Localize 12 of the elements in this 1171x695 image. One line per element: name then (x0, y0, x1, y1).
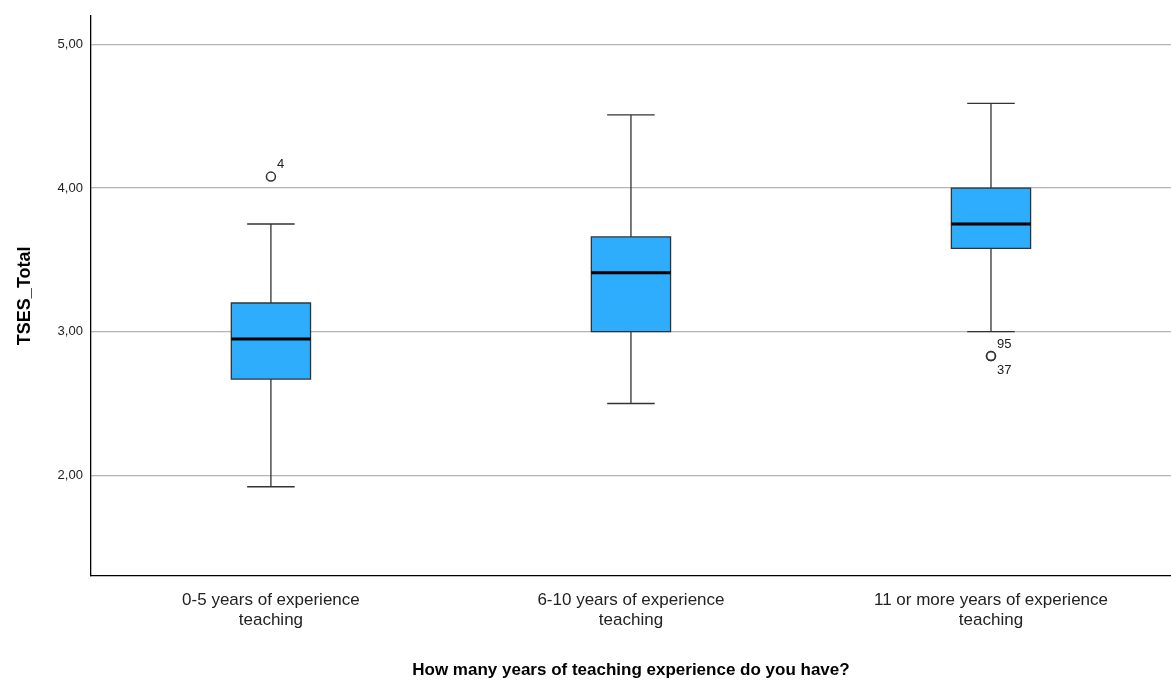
y-tick-label: 3,00 (57, 323, 83, 339)
x-tick-label: 6-10 years of experience teaching (537, 589, 725, 630)
x-tick-label: 11 or more years of experience teaching (873, 589, 1108, 630)
y-axis-title: TSES_Total (13, 246, 34, 346)
x-axis-title: How many years of teaching experience do you have? (412, 660, 850, 680)
x-tick-label: 0-5 years of experience teaching (182, 589, 360, 630)
y-tick-label: 5,00 (57, 36, 83, 52)
annotation: 4 (276, 156, 285, 172)
annotation: 95 (996, 335, 1012, 351)
y-tick-label: 4,00 (57, 179, 83, 195)
annotation: 37 (996, 361, 1012, 377)
y-tick-label: 2,00 (57, 466, 83, 482)
